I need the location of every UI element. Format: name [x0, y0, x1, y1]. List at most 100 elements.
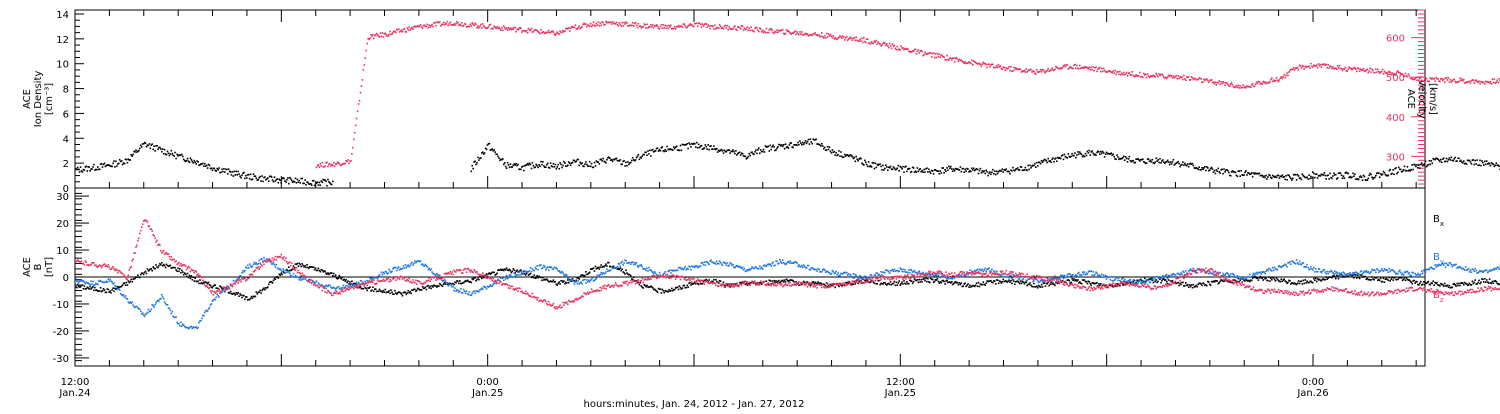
data-point [111, 166, 113, 168]
data-point [139, 148, 141, 150]
data-point [991, 172, 993, 174]
data-point [140, 145, 142, 147]
data-point [1142, 77, 1144, 79]
data-point [627, 161, 629, 163]
data-point [1419, 167, 1421, 169]
data-point [1185, 79, 1187, 81]
data-point [379, 36, 381, 38]
data-point [887, 45, 889, 47]
data-point [1416, 281, 1418, 283]
data-point [252, 178, 254, 180]
data-point [498, 27, 500, 29]
data-point [1043, 69, 1045, 71]
data-point [453, 284, 455, 286]
data-point [801, 144, 803, 146]
data-point [1285, 75, 1287, 77]
data-point [1025, 167, 1027, 169]
data-point [1162, 75, 1164, 77]
data-point [1257, 83, 1259, 85]
data-point [663, 290, 665, 292]
data-point [169, 155, 171, 157]
data-point [728, 26, 730, 28]
data-point [1302, 173, 1304, 175]
data-point [958, 284, 960, 286]
data-point [598, 21, 600, 23]
data-point [355, 125, 357, 127]
data-point [1333, 173, 1335, 175]
data-point [1054, 285, 1056, 287]
data-point [594, 270, 596, 272]
data-point [584, 275, 586, 277]
data-point [824, 147, 826, 149]
data-point [494, 151, 496, 153]
data-point [856, 158, 858, 160]
data-point [897, 284, 899, 286]
data-point [785, 33, 787, 35]
data-point [777, 32, 779, 34]
data-point [313, 180, 315, 182]
data-point [1167, 76, 1169, 78]
data-point [746, 28, 748, 30]
data-point [911, 280, 913, 282]
data-point [1160, 162, 1162, 164]
data-point [1219, 281, 1221, 283]
data-point [1091, 150, 1093, 152]
data-point [931, 56, 933, 58]
data-point [496, 154, 498, 156]
data-point [448, 25, 450, 27]
data-point [532, 162, 534, 164]
data-point [457, 281, 459, 283]
data-point [1453, 79, 1455, 81]
data-point [177, 268, 179, 270]
data-point [548, 30, 550, 32]
data-point [605, 162, 607, 164]
data-point [1262, 279, 1264, 281]
data-point [533, 277, 535, 279]
data-point [1432, 283, 1434, 285]
data-point [1325, 178, 1327, 180]
data-point [1239, 175, 1241, 177]
data-point [1244, 280, 1246, 282]
data-point [1220, 81, 1222, 83]
data-point [104, 163, 106, 165]
data-point [586, 26, 588, 28]
data-point [1303, 280, 1305, 282]
data-point [333, 162, 335, 164]
data-point [1288, 71, 1290, 73]
data-point [1207, 80, 1209, 82]
data-point [541, 164, 543, 166]
data-point [1327, 64, 1329, 66]
data-point [1449, 81, 1451, 83]
data-point [1208, 281, 1210, 283]
data-point [765, 32, 767, 34]
data-point [962, 168, 964, 170]
data-point [1217, 280, 1219, 282]
data-point [1067, 157, 1069, 159]
data-point [1393, 73, 1395, 75]
data-point [1084, 67, 1086, 69]
data-point [412, 28, 414, 30]
data-point [220, 172, 222, 174]
data-point [401, 29, 403, 31]
data-point [623, 22, 625, 24]
data-point [345, 279, 347, 281]
data-point [373, 38, 375, 40]
data-point [493, 272, 495, 274]
data-point [669, 26, 671, 28]
data-point [1188, 76, 1190, 78]
data-point [536, 165, 538, 167]
data-point [273, 181, 275, 183]
data-point [941, 282, 943, 284]
data-point [1047, 68, 1049, 70]
data-point [876, 167, 878, 169]
data-point [908, 283, 910, 285]
data-point [1327, 174, 1329, 176]
data-point [771, 29, 773, 31]
data-point [458, 283, 460, 285]
data-point [1356, 71, 1358, 73]
data-point [609, 157, 611, 159]
data-point [1085, 153, 1087, 155]
data-point [317, 181, 319, 183]
data-point [781, 144, 783, 146]
data-point [1441, 78, 1443, 80]
